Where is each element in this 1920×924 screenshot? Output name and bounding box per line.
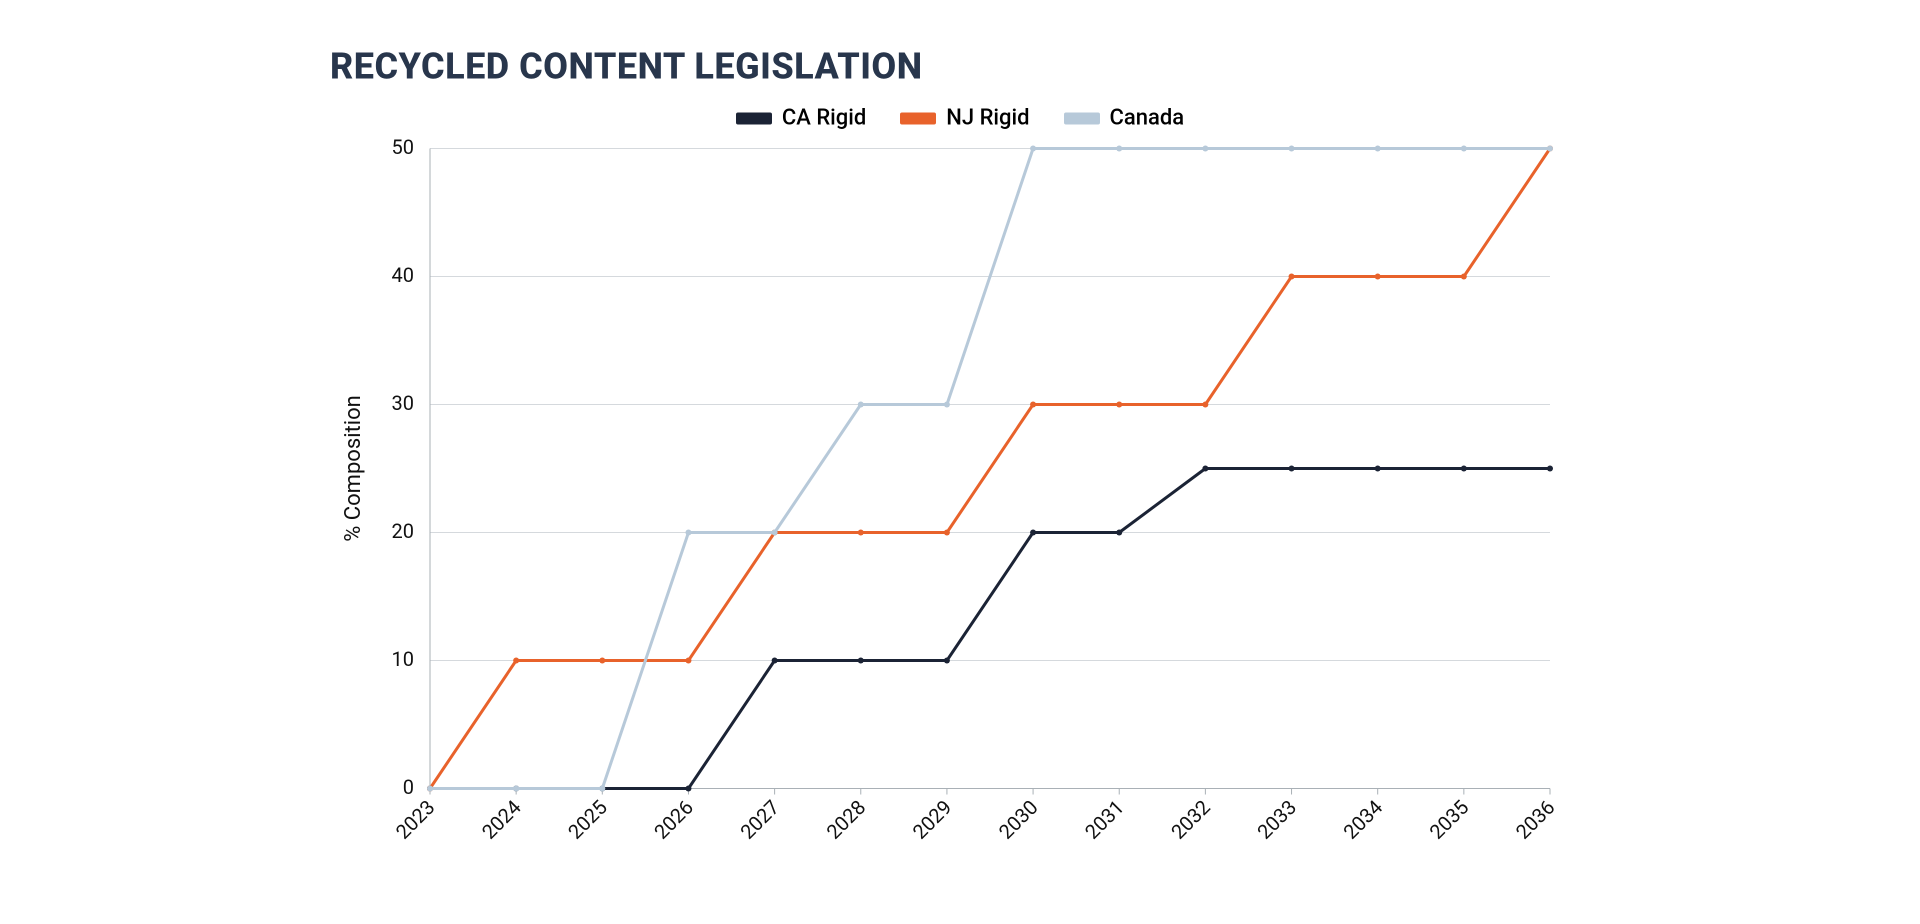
x-tick-label: 2033 <box>1252 795 1301 844</box>
legend-swatch <box>900 112 936 124</box>
legend-item: Canada <box>1064 106 1185 131</box>
x-tick-label: 2035 <box>1425 795 1474 844</box>
series-marker <box>1289 466 1295 472</box>
y-tick-label: 20 <box>392 519 414 543</box>
series-marker <box>1461 146 1467 152</box>
series-marker <box>1547 146 1553 152</box>
series-marker <box>1547 466 1553 472</box>
x-tick-label: 2032 <box>1166 795 1215 844</box>
series-line <box>430 469 1550 789</box>
legend-label: CA Rigid <box>782 106 866 131</box>
series-marker <box>513 786 519 792</box>
x-tick-label: 2030 <box>994 795 1043 844</box>
x-tick-label: 2028 <box>822 795 871 844</box>
series-marker <box>858 530 864 536</box>
series-marker <box>944 402 950 408</box>
legend-label: Canada <box>1110 106 1185 131</box>
y-tick-label: 40 <box>392 263 414 287</box>
series-marker <box>685 658 691 664</box>
x-tick-label: 2024 <box>477 795 526 844</box>
series-marker <box>1375 274 1381 280</box>
series-marker <box>858 402 864 408</box>
y-tick-label: 30 <box>392 391 414 415</box>
x-tick-label: 2023 <box>391 795 440 844</box>
legend-item: NJ Rigid <box>900 106 1029 131</box>
series-marker <box>685 786 691 792</box>
series-marker <box>599 658 605 664</box>
series-marker <box>513 658 519 664</box>
x-tick-label: 2034 <box>1338 795 1387 844</box>
series-marker <box>1030 530 1036 536</box>
series-marker <box>1375 146 1381 152</box>
series-marker <box>1030 402 1036 408</box>
y-axis-label: % Composition <box>341 395 366 542</box>
series-marker <box>1461 466 1467 472</box>
series-marker <box>599 786 605 792</box>
legend-item: CA Rigid <box>736 106 866 131</box>
series-marker <box>1116 146 1122 152</box>
chart-container: RECYCLED CONTENT LEGISLATION CA Rigid NJ … <box>310 46 1610 879</box>
x-tick-label: 2036 <box>1511 795 1560 844</box>
series-marker <box>1289 274 1295 280</box>
legend: CA Rigid NJ Rigid Canada <box>310 106 1610 131</box>
legend-swatch <box>736 112 772 124</box>
x-tick-label: 2029 <box>908 795 957 844</box>
series-marker <box>1116 402 1122 408</box>
series-marker <box>1289 146 1295 152</box>
y-tick-label: 10 <box>392 647 414 671</box>
series-marker <box>1030 146 1036 152</box>
series-marker <box>772 530 778 536</box>
series-marker <box>1202 146 1208 152</box>
series-marker <box>944 530 950 536</box>
series-marker <box>944 658 950 664</box>
x-tick-label: 2026 <box>649 795 698 844</box>
series-marker <box>685 530 691 536</box>
x-tick-label: 2025 <box>563 795 612 844</box>
series-marker <box>1116 530 1122 536</box>
y-tick-label: 50 <box>392 139 414 159</box>
series-marker <box>1375 466 1381 472</box>
line-chart: 0102030405020232024202520262027202820292… <box>310 139 1590 879</box>
series-marker <box>772 658 778 664</box>
series-marker <box>1202 466 1208 472</box>
legend-swatch <box>1064 112 1100 124</box>
series-marker <box>427 786 433 792</box>
series-marker <box>1461 274 1467 280</box>
y-tick-label: 0 <box>403 775 414 799</box>
x-tick-label: 2027 <box>735 795 784 844</box>
series-marker <box>858 658 864 664</box>
legend-label: NJ Rigid <box>946 106 1029 131</box>
series-marker <box>1202 402 1208 408</box>
chart-title: RECYCLED CONTENT LEGISLATION <box>330 46 1610 88</box>
x-tick-label: 2031 <box>1080 795 1129 844</box>
